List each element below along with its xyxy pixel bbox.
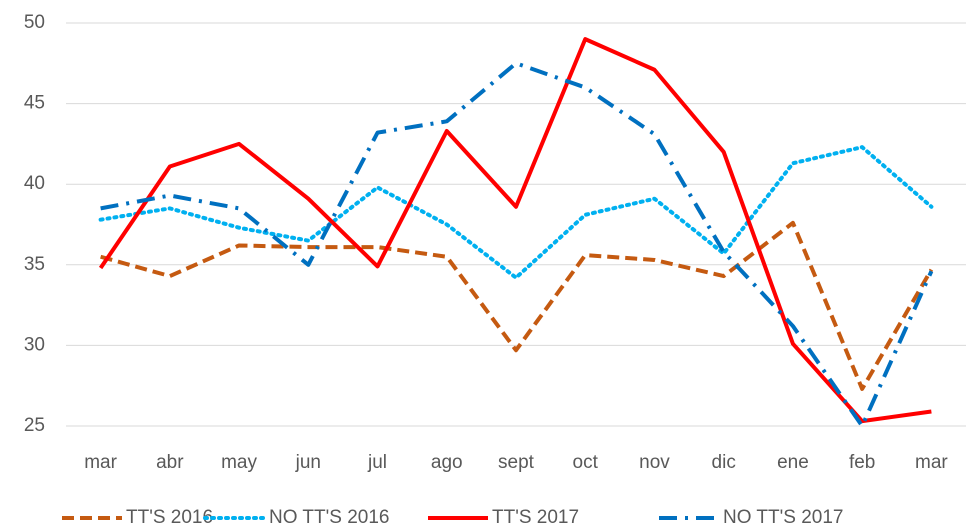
y-tick-label: 35 bbox=[24, 254, 45, 275]
x-tick-label: jun bbox=[295, 452, 321, 473]
x-tick-label: mar bbox=[915, 452, 948, 473]
legend-label: NO TT'S 2016 bbox=[269, 507, 390, 528]
y-tick-label: 25 bbox=[24, 415, 45, 436]
y-tick-label: 45 bbox=[24, 93, 45, 114]
x-tick-label: feb bbox=[849, 452, 875, 473]
x-tick-label: may bbox=[221, 452, 257, 473]
x-tick-label: oct bbox=[573, 452, 599, 473]
x-tick-label: nov bbox=[639, 452, 670, 473]
legend-label: TT'S 2017 bbox=[492, 507, 579, 528]
x-tick-label: ene bbox=[777, 452, 809, 473]
x-tick-label: ago bbox=[431, 452, 463, 473]
legend-label: NO TT'S 2017 bbox=[723, 507, 844, 528]
x-tick-label: jul bbox=[367, 452, 387, 473]
y-tick-label: 30 bbox=[24, 334, 45, 355]
x-tick-label: abr bbox=[156, 452, 184, 473]
series-line bbox=[100, 220, 934, 391]
x-tick-label: sept bbox=[498, 452, 535, 473]
y-tick-label: 50 bbox=[24, 12, 45, 33]
x-tick-label: mar bbox=[84, 452, 117, 473]
series-line bbox=[98, 37, 932, 424]
y-tick-label: 40 bbox=[24, 173, 45, 194]
series-line bbox=[100, 61, 934, 428]
x-tick-label: dic bbox=[712, 452, 736, 473]
series-line bbox=[98, 145, 934, 280]
legend-label: TT'S 2016 bbox=[126, 507, 213, 528]
